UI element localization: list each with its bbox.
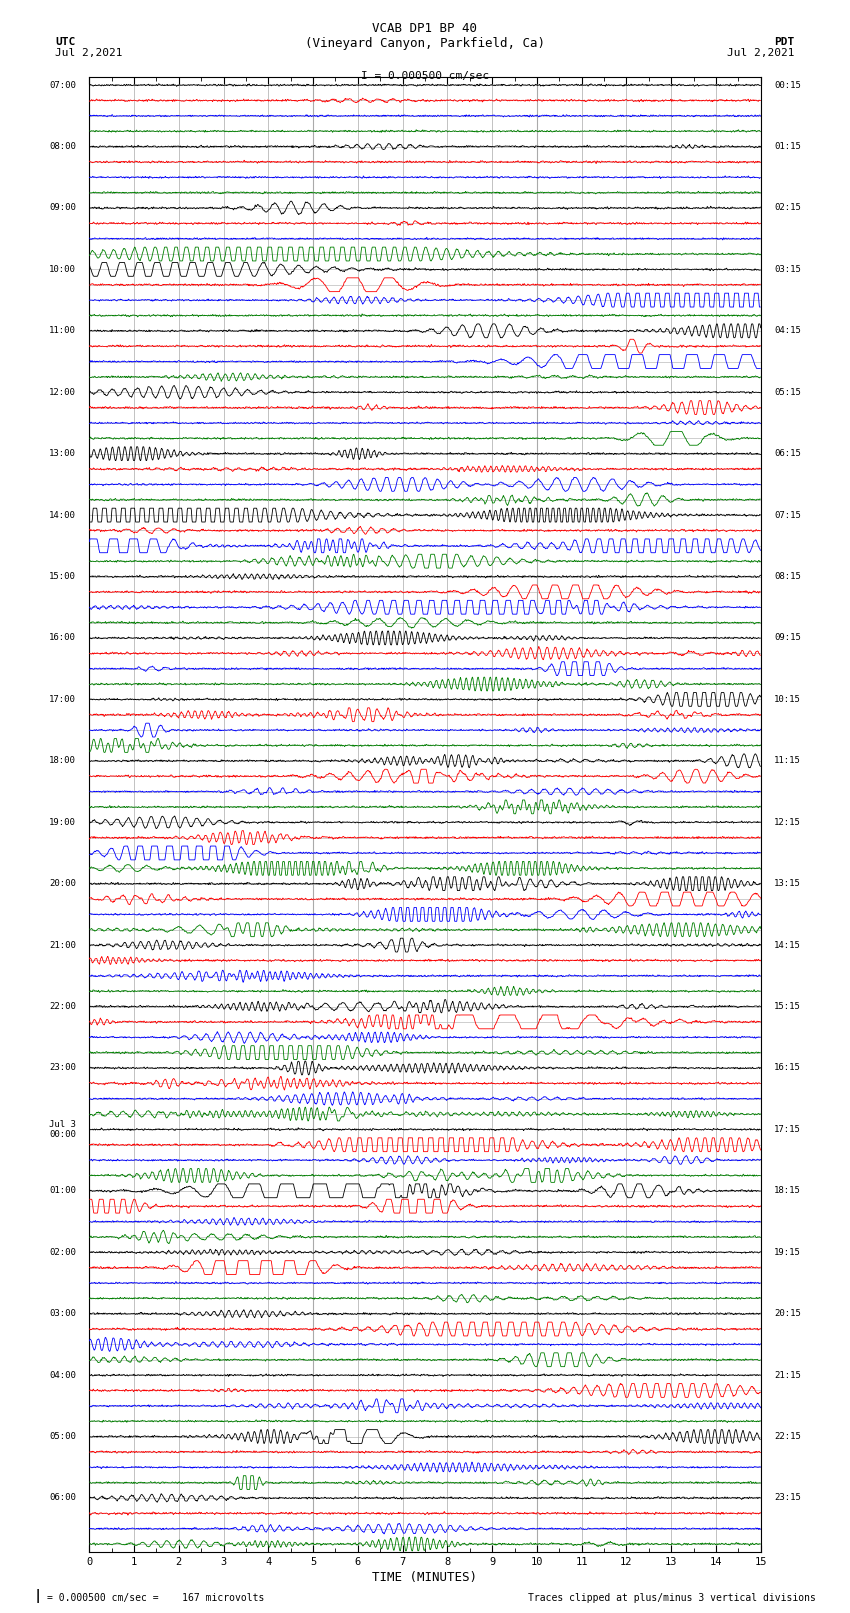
Text: 14:15: 14:15 bbox=[774, 940, 801, 950]
Text: 20:15: 20:15 bbox=[774, 1310, 801, 1318]
Text: Jul 2,2021: Jul 2,2021 bbox=[55, 48, 122, 58]
Text: 04:00: 04:00 bbox=[49, 1371, 76, 1379]
Text: 14:00: 14:00 bbox=[49, 511, 76, 519]
Text: 16:15: 16:15 bbox=[774, 1063, 801, 1073]
Text: 05:15: 05:15 bbox=[774, 387, 801, 397]
Text: Traces clipped at plus/minus 3 vertical divisions: Traces clipped at plus/minus 3 vertical … bbox=[528, 1594, 816, 1603]
Text: 17:15: 17:15 bbox=[774, 1124, 801, 1134]
Text: 05:00: 05:00 bbox=[49, 1432, 76, 1440]
Text: 22:15: 22:15 bbox=[774, 1432, 801, 1440]
Text: 16:00: 16:00 bbox=[49, 634, 76, 642]
Text: 03:00: 03:00 bbox=[49, 1310, 76, 1318]
Text: 02:00: 02:00 bbox=[49, 1248, 76, 1257]
Text: 04:15: 04:15 bbox=[774, 326, 801, 336]
Text: 21:15: 21:15 bbox=[774, 1371, 801, 1379]
Text: 02:15: 02:15 bbox=[774, 203, 801, 213]
Text: 15:00: 15:00 bbox=[49, 573, 76, 581]
Text: 13:00: 13:00 bbox=[49, 448, 76, 458]
Text: Jul 2,2021: Jul 2,2021 bbox=[728, 48, 795, 58]
Text: 23:00: 23:00 bbox=[49, 1063, 76, 1073]
Text: 08:00: 08:00 bbox=[49, 142, 76, 152]
Text: 09:00: 09:00 bbox=[49, 203, 76, 213]
Text: 13:15: 13:15 bbox=[774, 879, 801, 889]
Text: 08:15: 08:15 bbox=[774, 573, 801, 581]
Text: 18:15: 18:15 bbox=[774, 1186, 801, 1195]
Text: 20:00: 20:00 bbox=[49, 879, 76, 889]
Text: 07:15: 07:15 bbox=[774, 511, 801, 519]
Text: 10:15: 10:15 bbox=[774, 695, 801, 703]
Text: PDT: PDT bbox=[774, 37, 795, 47]
Text: = 0.000500 cm/sec =    167 microvolts: = 0.000500 cm/sec = 167 microvolts bbox=[47, 1594, 264, 1603]
Text: 06:15: 06:15 bbox=[774, 448, 801, 458]
Text: 11:00: 11:00 bbox=[49, 326, 76, 336]
Text: 03:15: 03:15 bbox=[774, 265, 801, 274]
Text: 15:15: 15:15 bbox=[774, 1002, 801, 1011]
Text: 12:00: 12:00 bbox=[49, 387, 76, 397]
Text: Jul 3
00:00: Jul 3 00:00 bbox=[49, 1119, 76, 1139]
Text: 01:00: 01:00 bbox=[49, 1186, 76, 1195]
Text: 00:15: 00:15 bbox=[774, 81, 801, 90]
X-axis label: TIME (MINUTES): TIME (MINUTES) bbox=[372, 1571, 478, 1584]
Text: 21:00: 21:00 bbox=[49, 940, 76, 950]
Text: UTC: UTC bbox=[55, 37, 76, 47]
Text: 11:15: 11:15 bbox=[774, 756, 801, 765]
Text: 07:00: 07:00 bbox=[49, 81, 76, 90]
Text: 10:00: 10:00 bbox=[49, 265, 76, 274]
Text: 01:15: 01:15 bbox=[774, 142, 801, 152]
Text: 12:15: 12:15 bbox=[774, 818, 801, 827]
Text: 22:00: 22:00 bbox=[49, 1002, 76, 1011]
Text: I = 0.000500 cm/sec: I = 0.000500 cm/sec bbox=[361, 71, 489, 81]
Text: 06:00: 06:00 bbox=[49, 1494, 76, 1502]
Text: |: | bbox=[34, 1589, 42, 1603]
Text: 17:00: 17:00 bbox=[49, 695, 76, 703]
Text: 19:15: 19:15 bbox=[774, 1248, 801, 1257]
Text: 18:00: 18:00 bbox=[49, 756, 76, 765]
Text: 23:15: 23:15 bbox=[774, 1494, 801, 1502]
Text: 09:15: 09:15 bbox=[774, 634, 801, 642]
Text: 19:00: 19:00 bbox=[49, 818, 76, 827]
Title: VCAB DP1 BP 40
(Vineyard Canyon, Parkfield, Ca): VCAB DP1 BP 40 (Vineyard Canyon, Parkfie… bbox=[305, 23, 545, 50]
